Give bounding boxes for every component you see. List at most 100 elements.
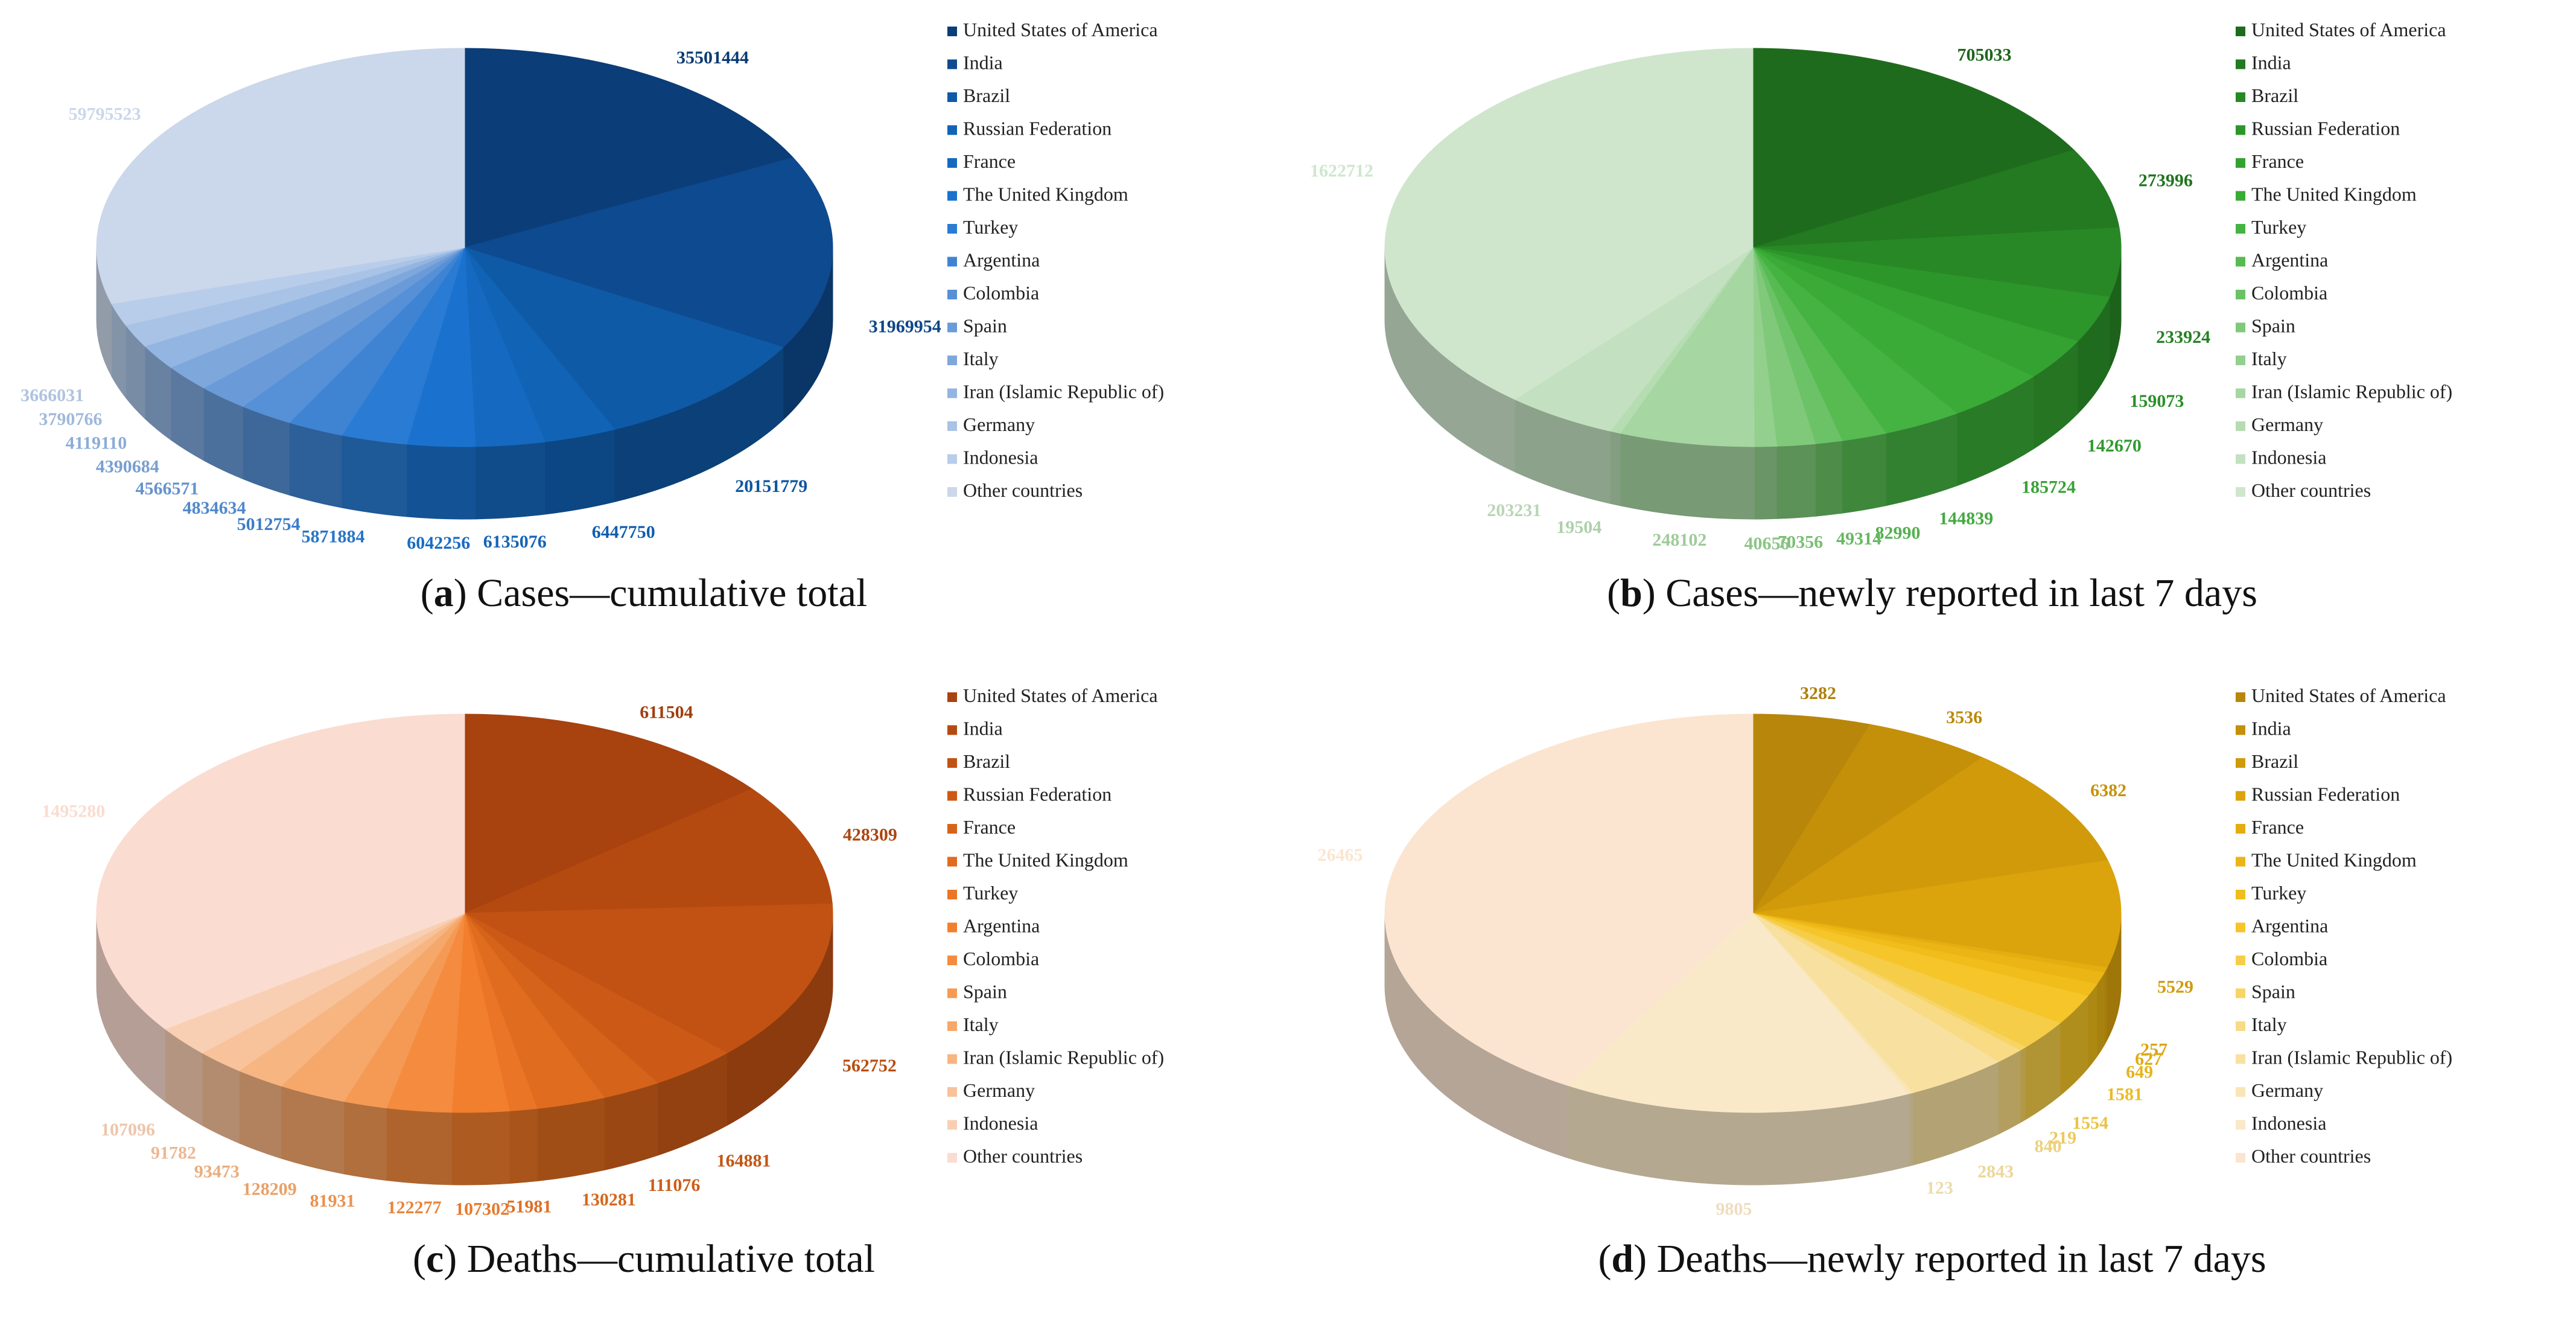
legend-swatch [947, 125, 957, 135]
data-label: 20151779 [735, 476, 807, 496]
pie-slice-1 [1752, 149, 2120, 248]
data-label: 649 [2126, 1062, 2153, 1082]
data-label: 5012754 [237, 514, 301, 534]
pie-side-5 [406, 444, 476, 520]
data-label: 1622712 [1310, 161, 1373, 180]
legend-entry: Russian Federation [2251, 784, 2400, 805]
legend-entry: Turkey [963, 216, 1018, 238]
legend-swatch [2236, 1120, 2245, 1130]
data-label: 70356 [1778, 532, 1823, 552]
legend-entry: Indonesia [963, 1112, 1038, 1134]
legend-swatch [2236, 158, 2245, 168]
pie-side-9 [2020, 1046, 2026, 1123]
data-label: 5529 [2157, 977, 2193, 997]
legend-entry: Germany [963, 1079, 1035, 1101]
data-label: 6042256 [407, 533, 470, 553]
legend-swatch [947, 487, 957, 497]
legend-entry: The United Kingdom [963, 184, 1128, 205]
legend-entry: Germany [2251, 413, 2323, 435]
pie-top [1384, 48, 2122, 447]
legend-entry: Colombia [963, 282, 1039, 304]
legend-swatch [2236, 421, 2245, 431]
data-label: 111076 [648, 1175, 701, 1195]
data-label: 185724 [2021, 477, 2076, 497]
data-label: 107302 [455, 1199, 509, 1219]
data-label: 82990 [1875, 523, 1920, 543]
legend-swatch [2236, 125, 2245, 135]
data-label: 40656 [1744, 534, 1789, 554]
pie-side-4 [475, 441, 545, 520]
panel-a-cases-cumulative: 35501444 31969954 20151779 6447750 6135076 60… [0, 0, 1288, 665]
data-label: 144839 [1939, 509, 1993, 529]
legend-entry: The United Kingdom [963, 849, 1128, 871]
legend-entry: Russian Federation [963, 784, 1111, 805]
pie-side-6 [2087, 983, 2097, 1070]
legend-entry: The United Kingdom [2251, 184, 2417, 205]
legend-entry: Russian Federation [963, 118, 1111, 139]
legend-swatch [947, 158, 957, 168]
pie-side-10 [1754, 445, 1778, 520]
legend-entry: Italy [963, 348, 999, 369]
legend-entry: Spain [2251, 315, 2295, 337]
legend-swatch [947, 1153, 957, 1163]
data-label: 3536 [1946, 707, 1982, 727]
chart-caption: (a) Cases—cumulative total [420, 571, 868, 615]
legend-swatch [947, 421, 957, 431]
legend-entry: Brazil [2251, 85, 2298, 106]
legend-entry: France [2251, 150, 2304, 172]
legend: United States of America India Brazil Russi… [947, 19, 1164, 501]
pie-slice-1 [1752, 724, 1983, 914]
legend-entry: Colombia [2251, 282, 2327, 304]
legend-entry: Iran (Islamic Republic of) [963, 381, 1164, 403]
legend-swatch [2236, 224, 2245, 234]
legend-entry: Other countries [2251, 479, 2371, 501]
legend-entry: Colombia [963, 948, 1039, 969]
legend-entry: Indonesia [2251, 1112, 2326, 1134]
legend-swatch [947, 824, 957, 834]
pie-side-7 [288, 422, 342, 508]
data-labels: 611504 428309 562752 164881 111076 130281 5198… [42, 703, 897, 1219]
legend-entry: France [963, 150, 1016, 172]
data-label: 4566571 [135, 479, 199, 499]
pie-top [1384, 713, 2122, 1113]
pie-slice-0 [464, 48, 794, 248]
data-label: 6382 [2090, 780, 2126, 800]
data-label: 4390684 [96, 456, 159, 476]
pie-slice-14 [1384, 713, 1754, 1086]
legend-swatch [947, 290, 957, 299]
data-label: 6447750 [592, 522, 655, 542]
data-label: 257 [2140, 1040, 2167, 1060]
legend-entry: Germany [2251, 1079, 2323, 1101]
pie-side-5 [536, 1097, 605, 1182]
legend-entry: United States of America [963, 685, 1158, 706]
legend-entry: United States of America [2251, 685, 2446, 706]
legend-swatch [2236, 1054, 2245, 1064]
pie-slice-11 [1620, 246, 1755, 447]
pie-side-12 [1908, 1092, 1913, 1167]
data-label: 9805 [1716, 1199, 1752, 1219]
pie-side-9 [343, 1101, 387, 1181]
legend-entry: Indonesia [963, 447, 1038, 468]
chart-caption: (c) Deaths—cumulative total [412, 1237, 876, 1281]
pie-slice-14 [96, 48, 465, 304]
pie-slice-11 [1752, 913, 1999, 1093]
pie-side-10 [1997, 1050, 2021, 1135]
legend-swatch [2236, 692, 2245, 702]
pie-slice-2 [463, 903, 833, 1054]
legend-swatch [2236, 388, 2245, 398]
pie-slice-2 [1752, 757, 2108, 914]
data-label: 107096 [101, 1120, 155, 1140]
data-label: 6135076 [483, 532, 547, 552]
data-label: 91782 [151, 1143, 196, 1163]
data-label: 31969954 [869, 316, 941, 336]
data-label: 122277 [387, 1198, 442, 1218]
legend-swatch [947, 791, 957, 801]
legend-swatch [2236, 725, 2245, 735]
legend-entry: Turkey [2251, 216, 2306, 238]
legend-entry: Iran (Islamic Republic of) [963, 1047, 1164, 1068]
legend-entry: Argentina [2251, 915, 2328, 937]
data-label: 273996 [2139, 171, 2193, 191]
pie-slice-0 [1752, 48, 2075, 248]
pie-slice-2 [1752, 227, 2122, 298]
